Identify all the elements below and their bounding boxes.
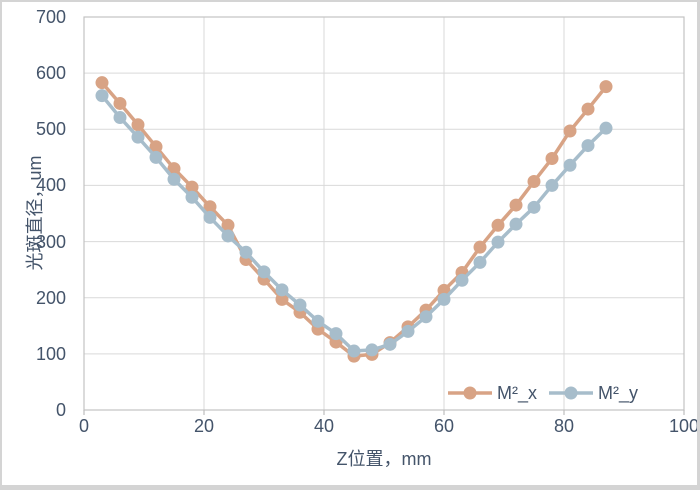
data-point-marker-1 (419, 310, 433, 324)
data-point-marker-1 (599, 121, 613, 135)
legend: M²_x M²_y (448, 380, 638, 406)
data-point-marker-1 (473, 255, 487, 269)
x-tick-label: 20 (193, 416, 215, 436)
data-point-marker-0 (563, 124, 577, 138)
legend-label-m2y: M²_y (598, 382, 638, 403)
data-point-marker-1 (437, 292, 451, 306)
x-tick-label: 40 (313, 416, 335, 436)
data-point-marker-0 (95, 76, 109, 90)
data-point-marker-1 (95, 89, 109, 103)
legend-item-m2y: M²_y (549, 383, 638, 404)
data-point-marker-1 (329, 327, 343, 341)
legend-swatch-m2y-icon (549, 386, 593, 400)
data-point-marker-1 (347, 344, 361, 358)
plot-border (83, 16, 685, 411)
data-point-marker-1 (311, 314, 325, 328)
y-tick-label: 0 (55, 400, 66, 420)
data-point-marker-1 (509, 217, 523, 231)
data-point-marker-1 (383, 337, 397, 351)
data-point-marker-0 (221, 218, 235, 232)
data-point-marker-0 (509, 198, 523, 212)
data-point-marker-0 (167, 162, 181, 176)
y-axis-title: 光斑直径，um (25, 155, 45, 271)
data-point-marker-0 (545, 151, 559, 165)
y-tick-label: 300 (35, 231, 66, 252)
data-point-marker-1 (185, 190, 199, 204)
data-point-marker-0 (527, 174, 541, 188)
data-point-marker-0 (113, 96, 127, 110)
data-point-marker-0 (473, 240, 487, 254)
x-tick-label: 100 (668, 416, 700, 436)
series-line-1 (100, 94, 608, 353)
data-point-marker-1 (401, 324, 415, 338)
data-point-marker-1 (293, 298, 307, 312)
y-tick-label: 400 (35, 175, 66, 196)
y-tick-label: 200 (35, 287, 66, 308)
data-point-marker-0 (491, 218, 505, 232)
data-point-marker-1 (257, 265, 271, 279)
data-point-marker-1 (455, 273, 469, 287)
data-point-marker-0 (149, 140, 163, 154)
x-axis-title: Z位置，mm (336, 449, 432, 469)
data-point-marker-0 (581, 102, 595, 116)
legend-label-m2x: M²_x (497, 382, 537, 403)
data-point-marker-0 (131, 118, 145, 132)
series-line-0 (100, 81, 608, 358)
data-point-marker-1 (275, 283, 289, 297)
data-point-marker-1 (491, 235, 505, 249)
legend-swatch-m2x-icon (448, 386, 492, 400)
data-point-marker-0 (275, 292, 289, 306)
data-point-marker-1 (131, 130, 145, 144)
data-point-marker-1 (365, 343, 379, 357)
y-tick-label: 100 (35, 343, 66, 364)
x-tick-label: 0 (78, 416, 89, 436)
x-tick-label: 60 (433, 416, 455, 436)
y-tick-label: 500 (35, 119, 66, 140)
data-point-marker-1 (527, 200, 541, 214)
data-point-marker-1 (149, 150, 163, 164)
data-point-marker-1 (581, 139, 595, 153)
data-point-marker-1 (239, 245, 253, 259)
data-point-marker-1 (221, 229, 235, 243)
x-tick-label: 80 (553, 416, 575, 436)
legend-item-m2x: M²_x (448, 383, 537, 404)
data-point-marker-0 (203, 200, 217, 214)
data-point-marker-0 (599, 80, 613, 94)
y-tick-label: 700 (35, 7, 66, 27)
data-point-marker-1 (167, 172, 181, 186)
y-tick-label: 600 (35, 63, 66, 84)
data-point-marker-1 (203, 210, 217, 224)
data-point-marker-0 (185, 180, 199, 194)
data-point-marker-1 (545, 178, 559, 192)
data-point-marker-1 (113, 110, 127, 124)
data-point-marker-1 (563, 158, 577, 172)
